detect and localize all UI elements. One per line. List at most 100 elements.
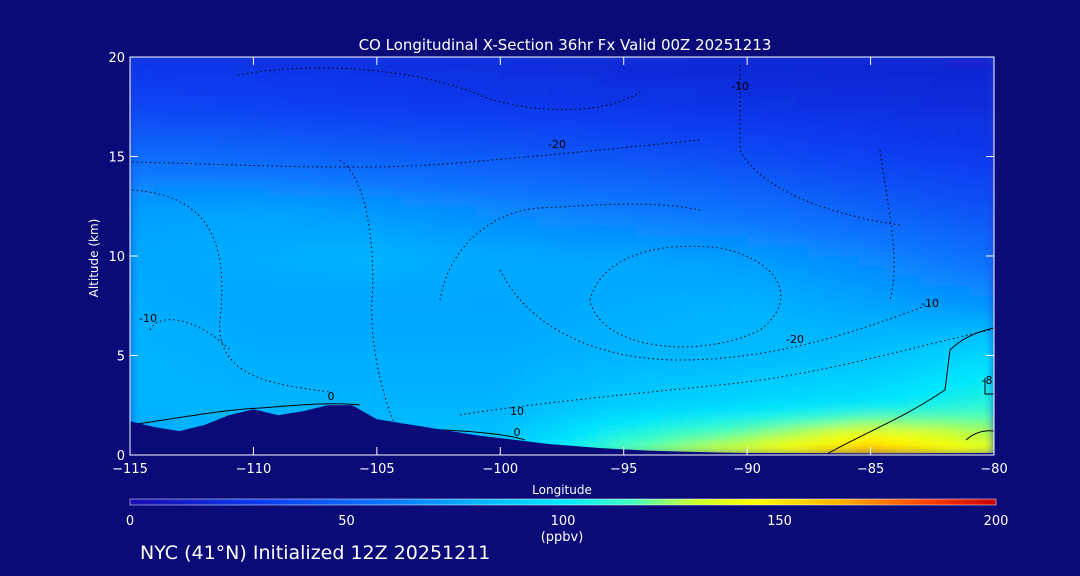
field-cell <box>573 345 588 356</box>
field-cell <box>697 404 711 416</box>
field-cell <box>931 325 946 337</box>
contour-label: 0 <box>328 390 335 403</box>
field-cell <box>586 245 600 257</box>
field-cell <box>265 146 279 157</box>
field-cell <box>721 165 736 177</box>
field-cell <box>660 364 674 376</box>
field-cell <box>178 414 193 426</box>
field-cell <box>820 106 835 118</box>
field-cell <box>647 444 662 455</box>
field-cell <box>524 414 538 426</box>
field-cell <box>894 195 909 207</box>
field-cell <box>684 175 699 187</box>
field-cell <box>351 175 366 187</box>
field-cell <box>401 414 415 426</box>
field-cell <box>277 255 291 267</box>
field-cell <box>326 355 341 366</box>
field-cell <box>981 275 994 287</box>
field-cell <box>586 275 600 287</box>
field-cell <box>252 355 267 366</box>
field-cell <box>475 136 489 148</box>
field-cell <box>894 374 909 386</box>
field-cell <box>265 225 279 237</box>
field-cell <box>524 225 538 237</box>
field-cell <box>944 156 958 167</box>
field-cell <box>351 57 366 68</box>
field-cell <box>314 275 328 287</box>
field-cell <box>265 57 279 68</box>
field-cell <box>598 136 612 148</box>
field-cell <box>191 255 205 267</box>
field-cell <box>660 384 674 396</box>
field-cell <box>413 185 427 197</box>
x-tick-label: −90 <box>733 462 760 477</box>
field-cell <box>215 355 230 366</box>
field-cell <box>364 305 378 317</box>
field-cell <box>623 235 637 247</box>
field-cell <box>130 325 143 337</box>
field-cell <box>512 265 526 277</box>
y-tick-label: 15 <box>108 151 125 166</box>
field-cell <box>635 235 649 247</box>
field-cell <box>734 364 748 376</box>
field-cell <box>857 285 872 297</box>
field-cell <box>783 364 798 376</box>
field-cell <box>746 175 760 187</box>
contour-line <box>739 65 901 226</box>
field-cell <box>388 335 403 347</box>
field-cell <box>462 185 477 197</box>
field-cell <box>721 414 736 426</box>
field-cell <box>635 106 649 118</box>
field-cell <box>462 345 477 356</box>
field-cell <box>746 136 760 148</box>
field-cell <box>438 195 452 207</box>
field-cell <box>388 136 403 148</box>
field-cell <box>598 335 612 347</box>
field-cell <box>191 136 205 148</box>
field-cell <box>623 165 637 177</box>
field-cell <box>635 195 649 207</box>
field-cell <box>549 96 563 108</box>
field-cell <box>981 245 994 257</box>
field-cell <box>956 265 970 277</box>
field-cell <box>277 394 291 406</box>
field-cell <box>203 57 217 68</box>
field-cell <box>425 66 440 78</box>
field-cell <box>512 355 526 366</box>
field-cell <box>598 434 612 446</box>
field-cell <box>166 325 180 337</box>
field-cell <box>475 215 489 227</box>
field-cell <box>820 394 835 406</box>
field-cell <box>141 245 156 257</box>
field-cell <box>956 414 970 426</box>
field-cell <box>302 116 316 128</box>
field-cell <box>647 185 662 197</box>
field-cell <box>796 345 810 356</box>
field-cell <box>968 305 983 317</box>
field-cell <box>684 215 699 227</box>
field-cell <box>561 275 575 287</box>
field-cell <box>709 265 723 277</box>
contour-line <box>439 203 701 301</box>
field-cell <box>499 175 514 187</box>
field-cell <box>820 295 835 307</box>
field-cell <box>820 444 835 455</box>
field-cell <box>289 235 304 247</box>
field-cell <box>845 185 859 197</box>
field-cell <box>475 374 489 386</box>
field-cell <box>438 394 452 406</box>
field-cell <box>981 374 994 386</box>
field-cell <box>796 325 810 337</box>
field-cell <box>450 285 464 297</box>
field-cell <box>721 96 736 108</box>
field-cell <box>154 195 168 207</box>
field-cell <box>130 404 143 416</box>
field-cell <box>499 86 514 98</box>
field-cell <box>228 86 242 98</box>
field-cell <box>289 275 304 287</box>
field-cell <box>771 414 785 426</box>
field-cell <box>598 106 612 118</box>
field-cell <box>265 315 279 327</box>
field-cell <box>376 374 390 386</box>
field-cell <box>265 364 279 376</box>
